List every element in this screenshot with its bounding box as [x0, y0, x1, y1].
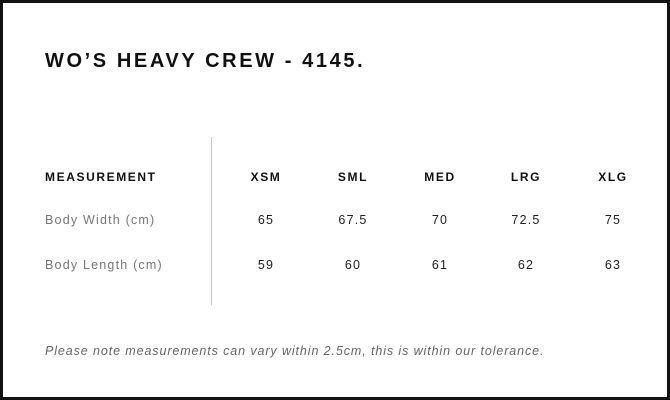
column-divider	[211, 137, 212, 305]
table-cell: 75	[604, 213, 622, 227]
table-cell: 72.5	[511, 213, 541, 227]
row-label-body-width: Body Width (cm)	[45, 213, 156, 227]
size-header-xlg: XLG	[598, 170, 628, 184]
table-cell: 70	[431, 213, 449, 227]
table-cell: 62	[517, 258, 535, 272]
size-header-sml: SML	[337, 170, 369, 184]
page-title: WO’S HEAVY CREW - 4145.	[45, 50, 366, 72]
row-label-body-length: Body Length (cm)	[45, 258, 163, 272]
table-cell: 60	[344, 258, 362, 272]
table-cell: 67.5	[338, 213, 368, 227]
table-cell: 63	[604, 258, 622, 272]
table-cell: 65	[257, 213, 275, 227]
tolerance-note: Please note measurements can vary within…	[45, 344, 545, 358]
size-header-lrg: LRG	[510, 170, 542, 184]
measurement-header: MEASUREMENT	[45, 170, 157, 184]
table-cell: 61	[431, 258, 449, 272]
size-header-xsm: XSM	[250, 170, 282, 184]
table-cell: 59	[257, 258, 275, 272]
size-header-med: MED	[424, 170, 456, 184]
